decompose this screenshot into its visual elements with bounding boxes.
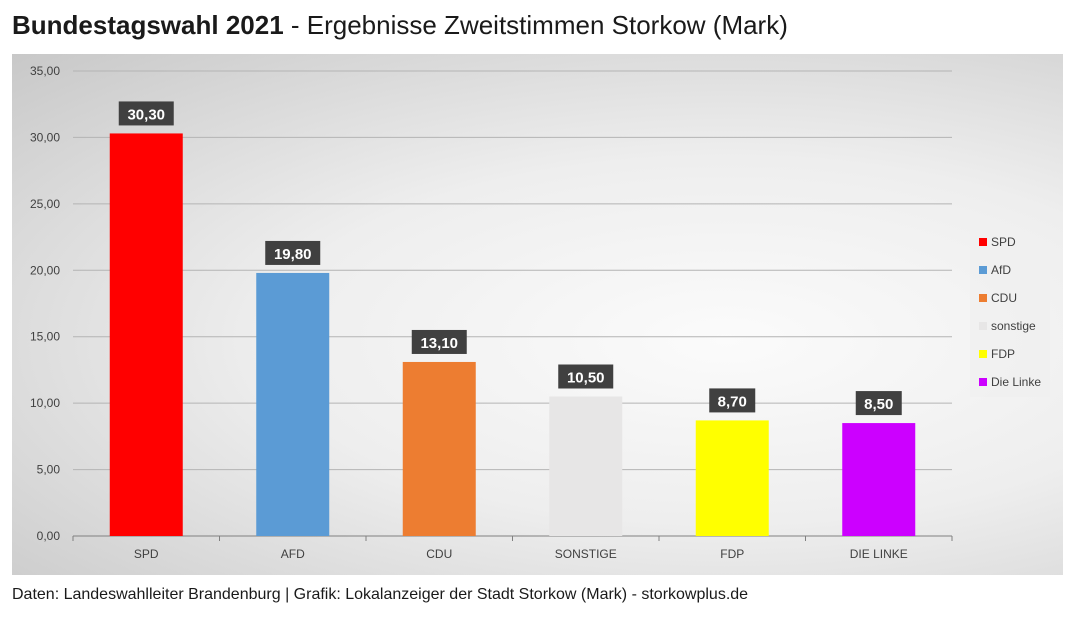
data-label-box: [411, 329, 467, 354]
data-label-box: [709, 388, 756, 413]
source-footer: Daten: Landeswahlleiter Brandenburg | Gr…: [12, 586, 749, 603]
x-tick-label: CDU: [426, 547, 452, 561]
data-label-box: [118, 101, 174, 126]
y-tick-label: 15,00: [30, 330, 60, 344]
y-tick-label: 0,00: [37, 529, 61, 543]
legend-swatch: [979, 294, 987, 302]
y-tick-label: 25,00: [30, 197, 60, 211]
data-label: 30,30: [127, 106, 165, 123]
x-tick-label: SPD: [134, 547, 159, 561]
legend-box: [970, 229, 1050, 397]
x-tick-label: AFD: [281, 547, 305, 561]
bar-cdu: [402, 361, 476, 536]
data-label-box: [855, 391, 902, 416]
chart-title: Bundestagswahl 2021 - Ergebnisse Zweitst…: [12, 10, 788, 41]
y-tick-label: 10,00: [30, 396, 60, 410]
legend-swatch: [979, 322, 987, 330]
data-label-box: [265, 240, 321, 265]
legend-label: Die Linke: [991, 375, 1041, 389]
chart-title-main: Bundestagswahl 2021: [12, 10, 284, 40]
bar-chart: 0,00 5,00 10,00 15,00 20,00 25,00 30,00 35,00 30…: [30, 64, 1050, 561]
y-tick-label: 35,00: [30, 64, 60, 78]
legend-swatch: [979, 350, 987, 358]
bar-sonstige: [549, 396, 623, 536]
data-label: 8,70: [718, 393, 747, 410]
legend-label: FDP: [991, 347, 1015, 361]
y-tick-label: 20,00: [30, 263, 60, 277]
data-label: 13,10: [420, 335, 458, 352]
x-tick-label: FDP: [720, 547, 744, 561]
legend-swatch: [979, 266, 987, 274]
legend-label: AfD: [991, 263, 1011, 277]
data-label: 8,50: [864, 396, 893, 413]
bar-fdp: [695, 420, 769, 536]
legend-swatch: [979, 238, 987, 246]
chart-panel: 0,00 5,00 10,00 15,00 20,00 25,00 30,00 35,00 30…: [12, 54, 1063, 575]
y-tick-label: 5,00: [37, 463, 61, 477]
legend-label: sonstige: [991, 319, 1036, 333]
chart-title-sub: - Ergebnisse Zweitstimmen Storkow (Mark): [283, 10, 788, 40]
legend-label: SPD: [991, 235, 1016, 249]
y-tick-label: 30,00: [30, 130, 60, 144]
bar-afd: [256, 272, 330, 536]
data-label-box: [558, 364, 614, 389]
data-label: 10,50: [567, 370, 605, 387]
x-tick-label: SONSTIGE: [555, 547, 617, 561]
data-label: 19,80: [274, 246, 312, 263]
legend-label: CDU: [991, 291, 1017, 305]
x-tick-label: DIE LINKE: [850, 547, 908, 561]
bar-spd: [109, 133, 183, 536]
bar-die-linke: [842, 423, 916, 536]
legend-swatch: [979, 378, 987, 386]
